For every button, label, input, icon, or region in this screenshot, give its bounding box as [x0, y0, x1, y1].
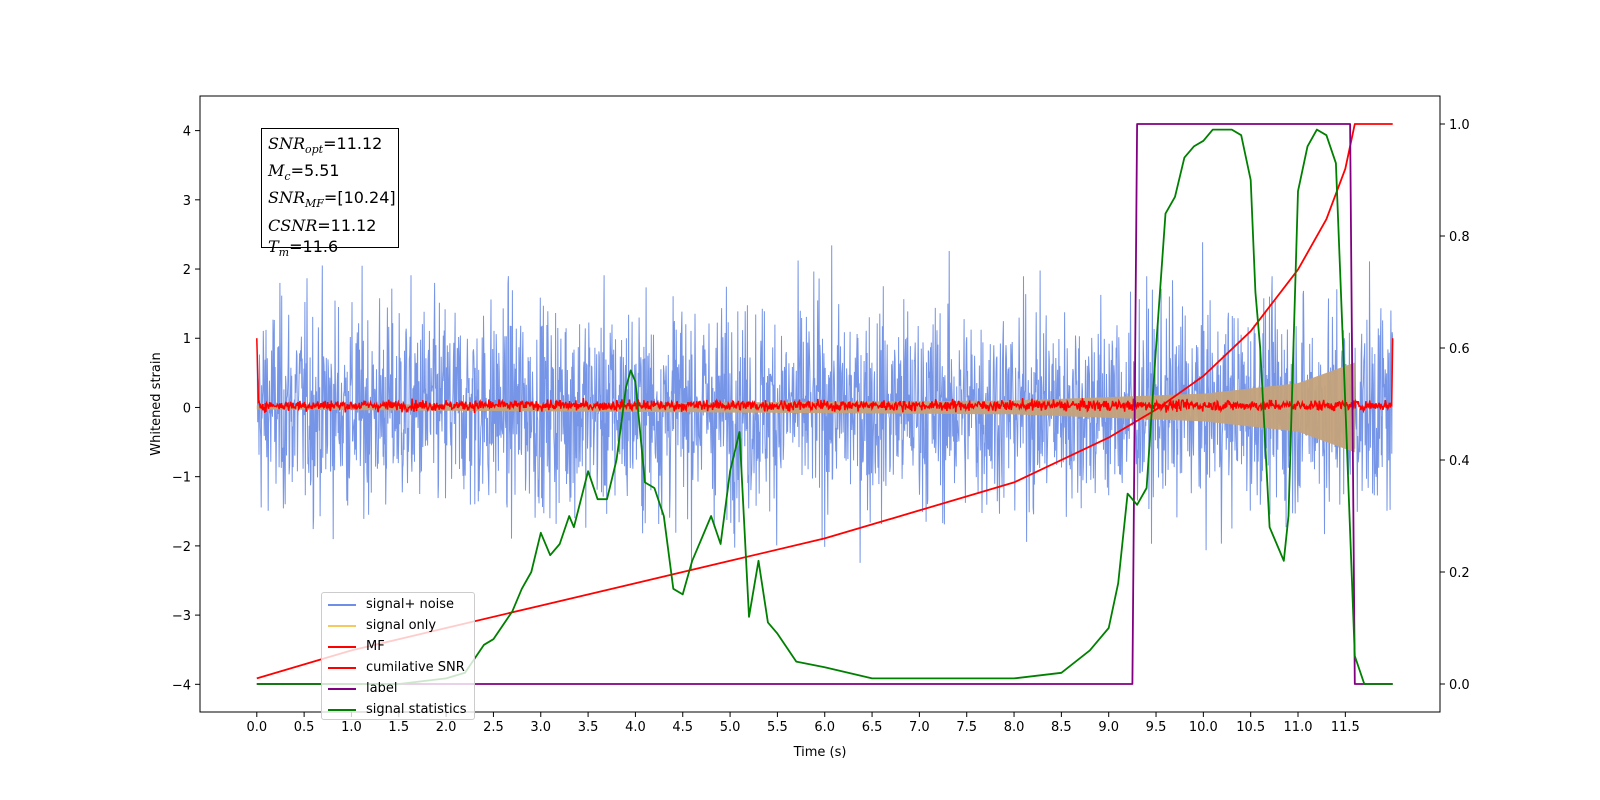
legend-label: label	[366, 681, 398, 696]
mc-symbol: M	[268, 161, 285, 181]
x-tick-label: 1.5	[388, 720, 409, 735]
legend-swatch	[328, 645, 356, 648]
x-tick-label: 2.5	[483, 720, 504, 735]
csnr-symbol: CSNR	[268, 215, 318, 235]
snr-opt-value: =11.12	[323, 134, 383, 153]
y-tick-label: −1	[172, 471, 191, 486]
legend-label: signal+ noise	[366, 597, 455, 612]
legend-label: MF	[366, 639, 385, 654]
cumulative-snr-line	[256, 123, 1393, 680]
y-tick-label: −4	[172, 678, 191, 693]
x-tick-label: 0.5	[294, 720, 315, 735]
snr-mf-subscript: MF	[305, 197, 324, 211]
legend-swatch	[328, 624, 356, 627]
snr-mf-value: =[10.24]	[323, 188, 396, 208]
legend-item-signal-noise: signal+ noise	[328, 594, 474, 615]
legend-item-cumulative-snr: cumilative SNR	[328, 657, 474, 678]
csnr-line: CSNR=11.12	[268, 215, 398, 236]
snr-mf-line: SNRMF=[10.24]	[268, 187, 398, 214]
legend-swatch	[328, 603, 356, 606]
right-y-axis: 1.0 0.8 0.6 0.4 0.2 0.0	[1440, 118, 1470, 693]
x-tick-label: 10.0	[1189, 720, 1218, 735]
x-tick-label: 4.0	[625, 720, 646, 735]
x-tick-label: 11.0	[1284, 720, 1313, 735]
y-tick-label: 4	[183, 125, 191, 140]
x-axis: 0.0 0.5 1.0 1.5 2.0 2.5 3.0 3.5 4.0 4.5 5.0 5.5 6.0 6…	[246, 712, 1360, 735]
legend-swatch	[328, 666, 356, 669]
label-line	[256, 123, 1393, 685]
x-tick-label: 7.0	[909, 720, 930, 735]
tm-line: Tm=11.6	[268, 236, 398, 263]
mf-line	[256, 338, 1394, 414]
right-y-tick-label: 0.4	[1449, 454, 1470, 469]
x-tick-label: 8.5	[1051, 720, 1072, 735]
snr-opt-line: SNRopt=11.12	[268, 133, 398, 160]
x-tick-label: 6.5	[862, 720, 883, 735]
y-tick-label: 1	[183, 332, 191, 347]
right-y-tick-label: 1.0	[1449, 118, 1470, 133]
tm-value: =11.6	[289, 236, 339, 256]
snr-mf-symbol: SNR	[268, 188, 306, 208]
legend-swatch	[328, 687, 356, 690]
mc-value: =5.51	[290, 161, 340, 181]
x-tick-label: 3.0	[530, 720, 551, 735]
x-tick-label: 5.5	[767, 720, 788, 735]
x-tick-label: 7.5	[956, 720, 977, 735]
x-tick-label: 3.5	[578, 720, 599, 735]
mc-subscript: c	[284, 170, 291, 184]
legend-label: signal only	[366, 618, 437, 633]
x-tick-label: 9.5	[1146, 720, 1167, 735]
mc-line: Mc=5.51	[268, 160, 398, 187]
chart-legend: signal+ noise signal only MF cumilative …	[321, 592, 475, 720]
x-tick-label: 1.0	[341, 720, 362, 735]
y-tick-label: 3	[183, 194, 191, 209]
x-tick-label: 10.5	[1236, 720, 1265, 735]
signal-only-envelope	[256, 362, 1355, 453]
x-tick-label: 6.0	[814, 720, 835, 735]
y-tick-label: 0	[183, 401, 191, 416]
signal-statistics-line	[256, 128, 1393, 685]
legend-label: cumilative SNR	[366, 660, 465, 675]
tm-symbol: T	[268, 236, 279, 256]
right-y-tick-label: 0.8	[1449, 230, 1470, 245]
csnr-value: =11.12	[317, 215, 377, 235]
x-tick-label: 5.0	[720, 720, 741, 735]
legend-item-label: label	[328, 678, 474, 699]
x-tick-label: 2.0	[436, 720, 457, 735]
y-axis-label: Whitened strain	[149, 352, 164, 455]
legend-item-signal-only: signal only	[328, 615, 474, 636]
legend-swatch	[328, 708, 356, 711]
right-y-tick-label: 0.2	[1449, 566, 1470, 581]
legend-item-mf: MF	[328, 636, 474, 657]
tm-subscript: m	[278, 245, 290, 259]
y-tick-label: −2	[172, 540, 191, 555]
x-tick-label: 0.0	[246, 720, 267, 735]
x-tick-label: 9.0	[1098, 720, 1119, 735]
x-tick-label: 11.5	[1331, 720, 1360, 735]
legend-label: signal statistics	[366, 702, 467, 717]
right-y-tick-label: 0.0	[1449, 678, 1470, 693]
x-axis-label: Time (s)	[793, 745, 847, 760]
left-y-axis: 4 3 2 1 0 −1 −2 −3 −4	[172, 125, 200, 693]
x-tick-label: 8.0	[1004, 720, 1025, 735]
snr-opt-subscript: opt	[305, 143, 324, 157]
y-tick-label: 2	[183, 263, 191, 278]
snr-opt-symbol: SNR	[268, 134, 306, 153]
y-tick-label: −3	[172, 609, 191, 624]
x-tick-label: 4.5	[672, 720, 693, 735]
snr-annotation-box: SNRopt=11.12 Mc=5.51 SNRMF=[10.24] CSNR=…	[261, 128, 399, 259]
right-y-tick-label: 0.6	[1449, 342, 1470, 357]
plot-frame	[199, 95, 1441, 713]
legend-item-signal-statistics: signal statistics	[328, 699, 474, 720]
